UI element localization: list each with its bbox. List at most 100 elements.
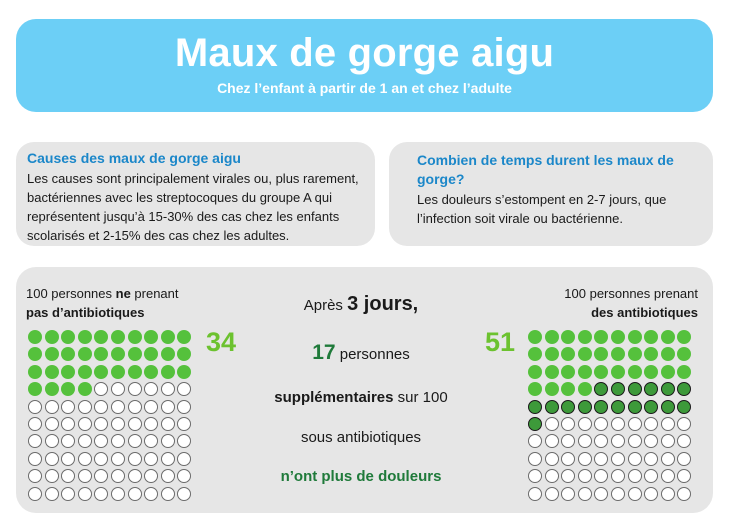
person-dot-unrelieved — [177, 416, 192, 431]
person-dot-relieved — [177, 347, 192, 362]
person-dot-unrelieved — [94, 451, 109, 466]
person-dot-unrelieved — [660, 416, 675, 431]
person-dot-relieved — [544, 330, 559, 344]
person-dot-relieved — [144, 347, 159, 362]
person-dot-extra-relieved — [644, 399, 659, 414]
person-dot-unrelieved — [660, 486, 675, 501]
person-dot-unrelieved — [44, 451, 59, 466]
person-dot-unrelieved — [528, 434, 542, 449]
person-dot-relieved — [77, 364, 92, 379]
person-dot-unrelieved — [61, 399, 76, 414]
person-dot-unrelieved — [528, 451, 542, 466]
person-dot-unrelieved — [160, 469, 175, 484]
person-dot-unrelieved — [144, 382, 159, 397]
person-dot-unrelieved — [177, 399, 192, 414]
person-dot-unrelieved — [544, 434, 559, 449]
center-line-1: Après 3 jours, — [246, 293, 476, 316]
person-dot-relieved — [561, 382, 576, 397]
person-dot-relieved — [677, 364, 692, 379]
center-line-5: n’ont plus de douleurs — [280, 468, 442, 485]
person-dot-relieved — [28, 330, 42, 344]
person-dot-unrelieved — [110, 434, 125, 449]
person-dot-unrelieved — [594, 486, 609, 501]
person-dot-relieved — [577, 364, 592, 379]
person-dot-unrelieved — [594, 416, 609, 431]
person-dot-relieved — [627, 364, 642, 379]
person-dot-relieved — [644, 364, 659, 379]
person-dot-relieved — [660, 364, 675, 379]
person-dot-relieved — [77, 347, 92, 362]
header-banner: Maux de gorge aigu Chez l’enfant à parti… — [16, 19, 713, 112]
person-dot-unrelieved — [660, 434, 675, 449]
person-dot-relieved — [28, 382, 42, 397]
left-label-pre: 100 personnes — [26, 286, 116, 301]
left-dot-grid — [28, 330, 192, 501]
person-dot-unrelieved — [677, 486, 692, 501]
comparison-panel: 100 personnes ne prenant pas d’antibioti… — [16, 267, 713, 513]
person-dot-unrelieved — [110, 469, 125, 484]
person-dot-extra-relieved — [594, 382, 609, 397]
person-dot-relieved — [177, 364, 192, 379]
person-dot-unrelieved — [94, 434, 109, 449]
person-dot-relieved — [44, 382, 59, 397]
person-dot-unrelieved — [144, 469, 159, 484]
person-dot-unrelieved — [28, 451, 42, 466]
person-dot-unrelieved — [677, 416, 692, 431]
person-dot-extra-relieved — [660, 382, 675, 397]
person-dot-unrelieved — [127, 469, 142, 484]
person-dot-unrelieved — [577, 469, 592, 484]
duration-card: Combien de temps durent les maux de gorg… — [389, 142, 713, 246]
person-dot-unrelieved — [28, 416, 42, 431]
center-l2-text: personnes — [335, 346, 410, 363]
person-dot-relieved — [577, 330, 592, 344]
person-dot-unrelieved — [94, 416, 109, 431]
person-dot-unrelieved — [127, 382, 142, 397]
left-group-label: 100 personnes ne prenant pas d’antibioti… — [26, 284, 179, 322]
right-dot-grid — [528, 330, 692, 501]
person-dot-unrelieved — [77, 399, 92, 414]
person-dot-unrelieved — [94, 399, 109, 414]
person-dot-unrelieved — [160, 434, 175, 449]
right-label-line1: 100 personnes prenant — [564, 286, 698, 301]
person-dot-unrelieved — [144, 434, 159, 449]
person-dot-unrelieved — [61, 486, 76, 501]
person-dot-relieved — [677, 330, 692, 344]
person-dot-unrelieved — [94, 486, 109, 501]
person-dot-unrelieved — [77, 451, 92, 466]
person-dot-relieved — [127, 330, 142, 344]
person-dot-unrelieved — [610, 486, 625, 501]
center-l2-number: 17 — [312, 341, 336, 364]
person-dot-relieved — [561, 364, 576, 379]
person-dot-relieved — [61, 382, 76, 397]
center-line-3: supplémentaires sur 100 — [246, 389, 476, 406]
person-dot-relieved — [144, 330, 159, 344]
person-dot-unrelieved — [528, 486, 542, 501]
person-dot-unrelieved — [144, 451, 159, 466]
person-dot-relieved — [644, 347, 659, 362]
person-dot-unrelieved — [660, 469, 675, 484]
person-dot-extra-relieved — [644, 382, 659, 397]
person-dot-extra-relieved — [627, 382, 642, 397]
person-dot-unrelieved — [561, 416, 576, 431]
person-dot-extra-relieved — [610, 382, 625, 397]
right-label-line2: des antibiotiques — [591, 305, 698, 320]
causes-title: Causes des maux de gorge aigu — [27, 150, 241, 166]
person-dot-relieved — [577, 382, 592, 397]
person-dot-relieved — [77, 330, 92, 344]
person-dot-unrelieved — [110, 399, 125, 414]
person-dot-relieved — [528, 347, 542, 362]
center-line-2: 17 personnes — [246, 341, 476, 365]
person-dot-extra-relieved — [528, 416, 542, 431]
person-dot-unrelieved — [110, 382, 125, 397]
person-dot-unrelieved — [577, 451, 592, 466]
person-dot-unrelieved — [627, 451, 642, 466]
person-dot-relieved — [544, 364, 559, 379]
person-dot-unrelieved — [44, 399, 59, 414]
person-dot-unrelieved — [177, 434, 192, 449]
person-dot-unrelieved — [127, 399, 142, 414]
person-dot-relieved — [44, 347, 59, 362]
person-dot-unrelieved — [160, 486, 175, 501]
person-dot-relieved — [528, 364, 542, 379]
person-dot-unrelieved — [561, 434, 576, 449]
person-dot-unrelieved — [127, 451, 142, 466]
